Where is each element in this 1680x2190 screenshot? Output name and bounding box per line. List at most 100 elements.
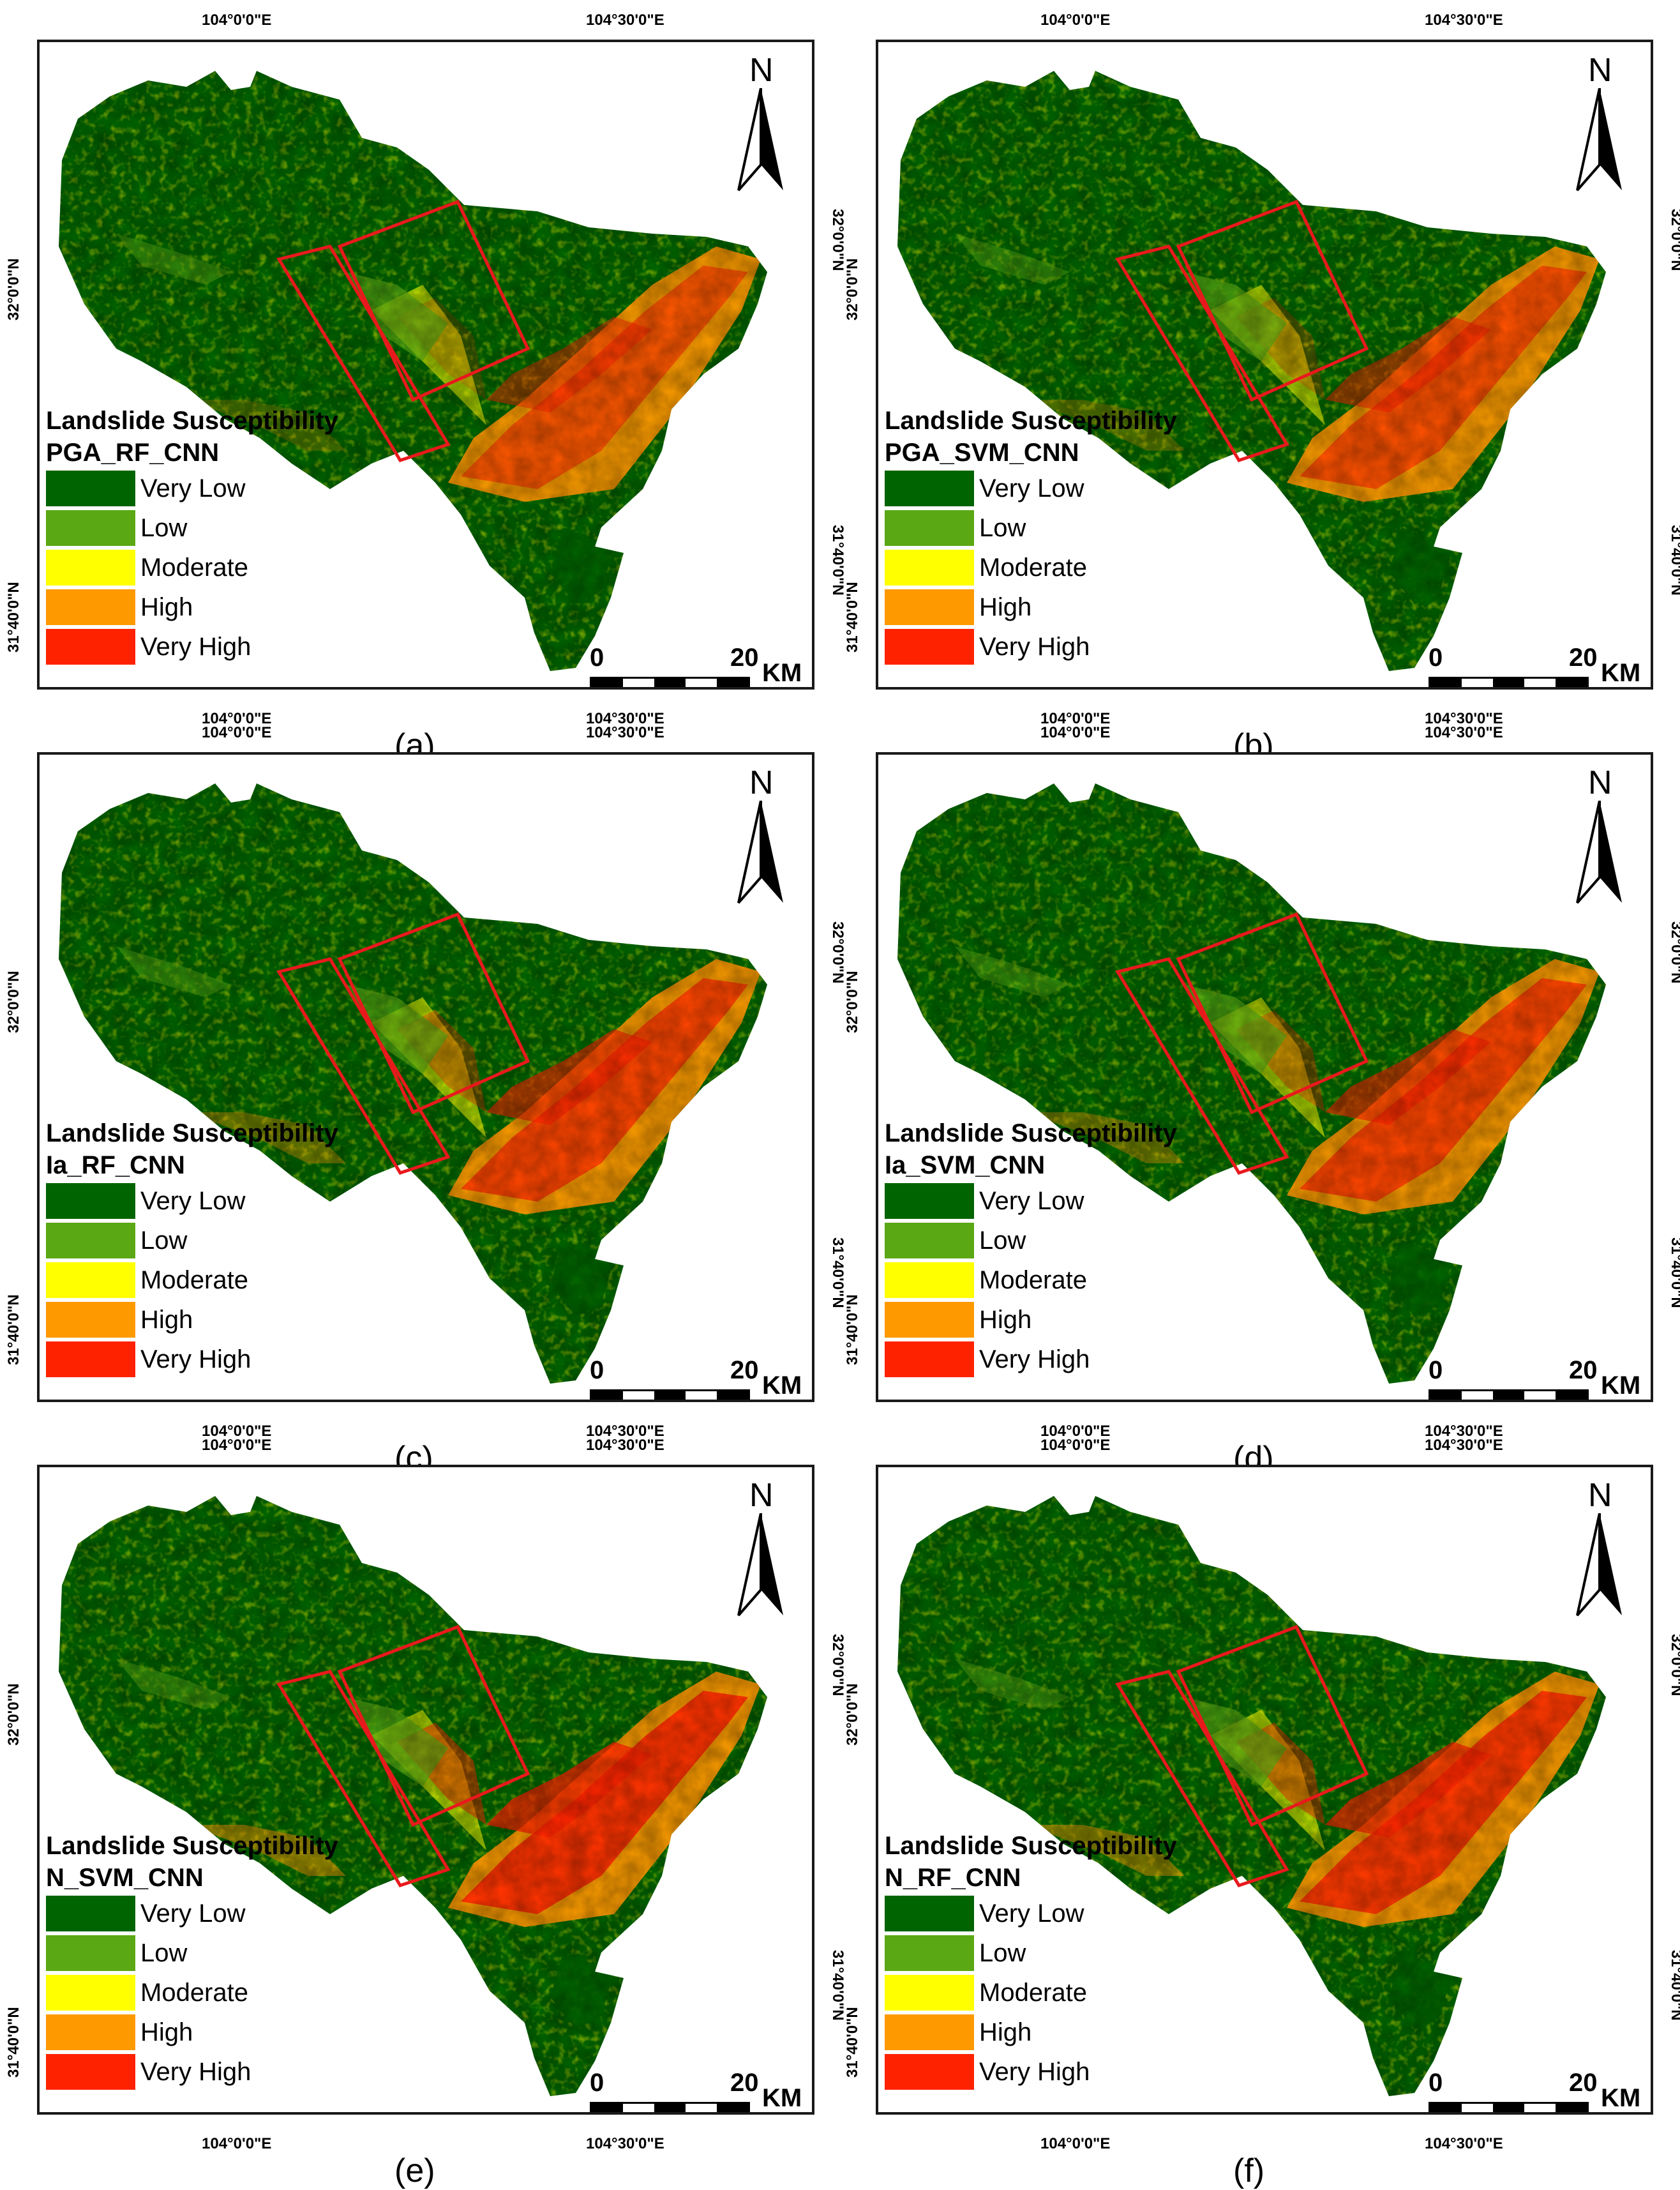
panel-caption: (f)	[1233, 2152, 1265, 2189]
legend-item: Very Low	[46, 1894, 338, 1933]
legend-label: Low	[979, 513, 1026, 542]
study-area-box	[337, 199, 530, 402]
scale-unit-label: KM	[1601, 659, 1641, 687]
longitude-label-bottom: 104°30'0"E	[586, 1423, 664, 1440]
longitude-label-top: 104°30'0"E	[1425, 1437, 1503, 1454]
scale-segment	[1430, 1391, 1462, 1400]
legend-item: High	[885, 1300, 1177, 1340]
scale-segment	[717, 2104, 748, 2112]
legend-swatch	[46, 550, 135, 585]
scale-segment	[1462, 679, 1493, 687]
latitude-label-right: 31°40'0"N	[1668, 1950, 1680, 2021]
legend-item: Very Low	[885, 469, 1177, 508]
legend-swatch	[46, 1223, 135, 1258]
legend-item: High	[46, 1300, 338, 1340]
legend-label: Moderate	[140, 553, 248, 582]
legend-swatch	[885, 589, 974, 625]
legend-item: High	[885, 587, 1177, 627]
scale-zero-label: 0	[590, 2069, 604, 2097]
map-panel-c: Landslide Susceptibility Ia_RF_CNN Very Lo…	[37, 752, 814, 1402]
susceptibility-map	[897, 71, 1606, 671]
scale-segment	[654, 2104, 686, 2112]
north-label: N	[1588, 764, 1612, 801]
longitude-label-bottom: 104°0'0"E	[1040, 710, 1111, 727]
scale-segment	[1430, 2104, 1462, 2112]
legend-swatch	[885, 2014, 974, 2050]
longitude-label-bottom: 104°30'0"E	[1425, 2135, 1503, 2152]
legend-swatch	[46, 1896, 135, 1931]
north-label: N	[749, 1477, 774, 1514]
study-area-box	[337, 912, 530, 1115]
scale-segment	[623, 1391, 654, 1400]
legend-item: Moderate	[885, 1973, 1177, 2013]
scale-bar-segments	[590, 677, 750, 687]
legend-label: Low	[979, 1226, 1026, 1255]
latitude-label-left: 31°40'0"N	[844, 1294, 861, 1365]
legend-swatch	[46, 1975, 135, 2011]
longitude-label-top: 104°0'0"E	[1040, 1437, 1111, 1454]
study-area-box	[1115, 1670, 1289, 1888]
latitude-label-right: 32°0'0"N	[1668, 209, 1680, 271]
scale-unit-label: KM	[762, 1371, 802, 1400]
longitude-label-top: 104°0'0"E	[1040, 724, 1111, 741]
scale-segment	[1524, 1391, 1556, 1400]
legend-swatch	[46, 471, 135, 506]
legend-item: Very Low	[46, 469, 338, 508]
legend-swatch	[885, 471, 974, 506]
scale-segment	[686, 2104, 717, 2112]
scale-max-label: 20	[730, 644, 759, 672]
legend-item: Very High	[46, 627, 338, 667]
longitude-label-top: 104°30'0"E	[1425, 724, 1503, 741]
scale-segment	[1493, 679, 1524, 687]
legend-title: Landslide Susceptibility	[885, 1832, 1177, 1860]
legend: Landslide Susceptibility PGA_SVM_CNN Very …	[885, 405, 1177, 667]
legend-item: High	[46, 587, 338, 627]
legend-swatch	[885, 1262, 974, 1298]
legend-item: Low	[885, 1221, 1177, 1260]
scale-zero-label: 0	[1429, 2069, 1443, 2097]
map-panel-f: Landslide Susceptibility N_RF_CNN Very Low…	[876, 1465, 1653, 2115]
latitude-label-left: 31°40'0"N	[5, 582, 22, 653]
legend-label: Very High	[979, 1345, 1090, 1373]
longitude-label-top: 104°0'0"E	[202, 1437, 272, 1454]
latitude-label-right: 31°40'0"N	[1668, 1237, 1680, 1308]
longitude-label-top: 104°0'0"E	[202, 11, 272, 29]
scale-segment	[654, 1391, 686, 1400]
legend-label: Very High	[979, 2057, 1090, 2086]
scale-zero-label: 0	[1429, 1356, 1443, 1384]
latitude-label-left: 32°0'0"N	[844, 258, 861, 321]
scale-segment	[1524, 679, 1556, 687]
legend-swatch	[46, 1262, 135, 1298]
latitude-label-left: 31°40'0"N	[844, 2007, 861, 2078]
susceptibility-map	[59, 1496, 767, 2096]
map-panel-d: Landslide Susceptibility Ia_SVM_CNN Very L…	[876, 752, 1653, 1402]
scale-segment	[1462, 2104, 1493, 2112]
scale-unit-label: KM	[1601, 1371, 1641, 1400]
longitude-label-top: 104°30'0"E	[586, 11, 664, 29]
legend-label: High	[140, 593, 193, 621]
legend-item: High	[885, 2013, 1177, 2052]
legend-model-name: PGA_RF_CNN	[46, 439, 220, 467]
scale-unit-label: KM	[762, 659, 802, 687]
legend-label: Very High	[140, 1345, 251, 1373]
legend-item: Very High	[885, 1340, 1177, 1379]
scale-segment	[1556, 2104, 1587, 2112]
legend-item: Moderate	[885, 548, 1177, 587]
legend-label: Very Low	[979, 1899, 1084, 1928]
legend-title: Landslide Susceptibility	[46, 1119, 338, 1147]
scale-zero-label: 0	[1429, 644, 1443, 672]
study-area-box	[1176, 199, 1369, 402]
study-area-box	[337, 1624, 530, 1827]
map-panel-a: Landslide Susceptibility PGA_RF_CNN Very L…	[37, 40, 814, 690]
legend-model-name: Ia_RF_CNN	[46, 1151, 185, 1179]
scale-bar-segments	[1429, 2102, 1589, 2112]
latitude-label-right: 32°0'0"N	[1668, 1634, 1680, 1696]
longitude-label-top: 104°0'0"E	[202, 724, 272, 741]
legend-swatch	[46, 1302, 135, 1338]
scale-max-label: 20	[1569, 644, 1598, 672]
legend-label: Very High	[140, 2057, 251, 2086]
legend-label: Moderate	[979, 1978, 1087, 2007]
scale-unit-label: KM	[1601, 2084, 1641, 2112]
latitude-label-left: 31°40'0"N	[5, 1294, 22, 1365]
legend-label: Very Low	[140, 1899, 246, 1928]
